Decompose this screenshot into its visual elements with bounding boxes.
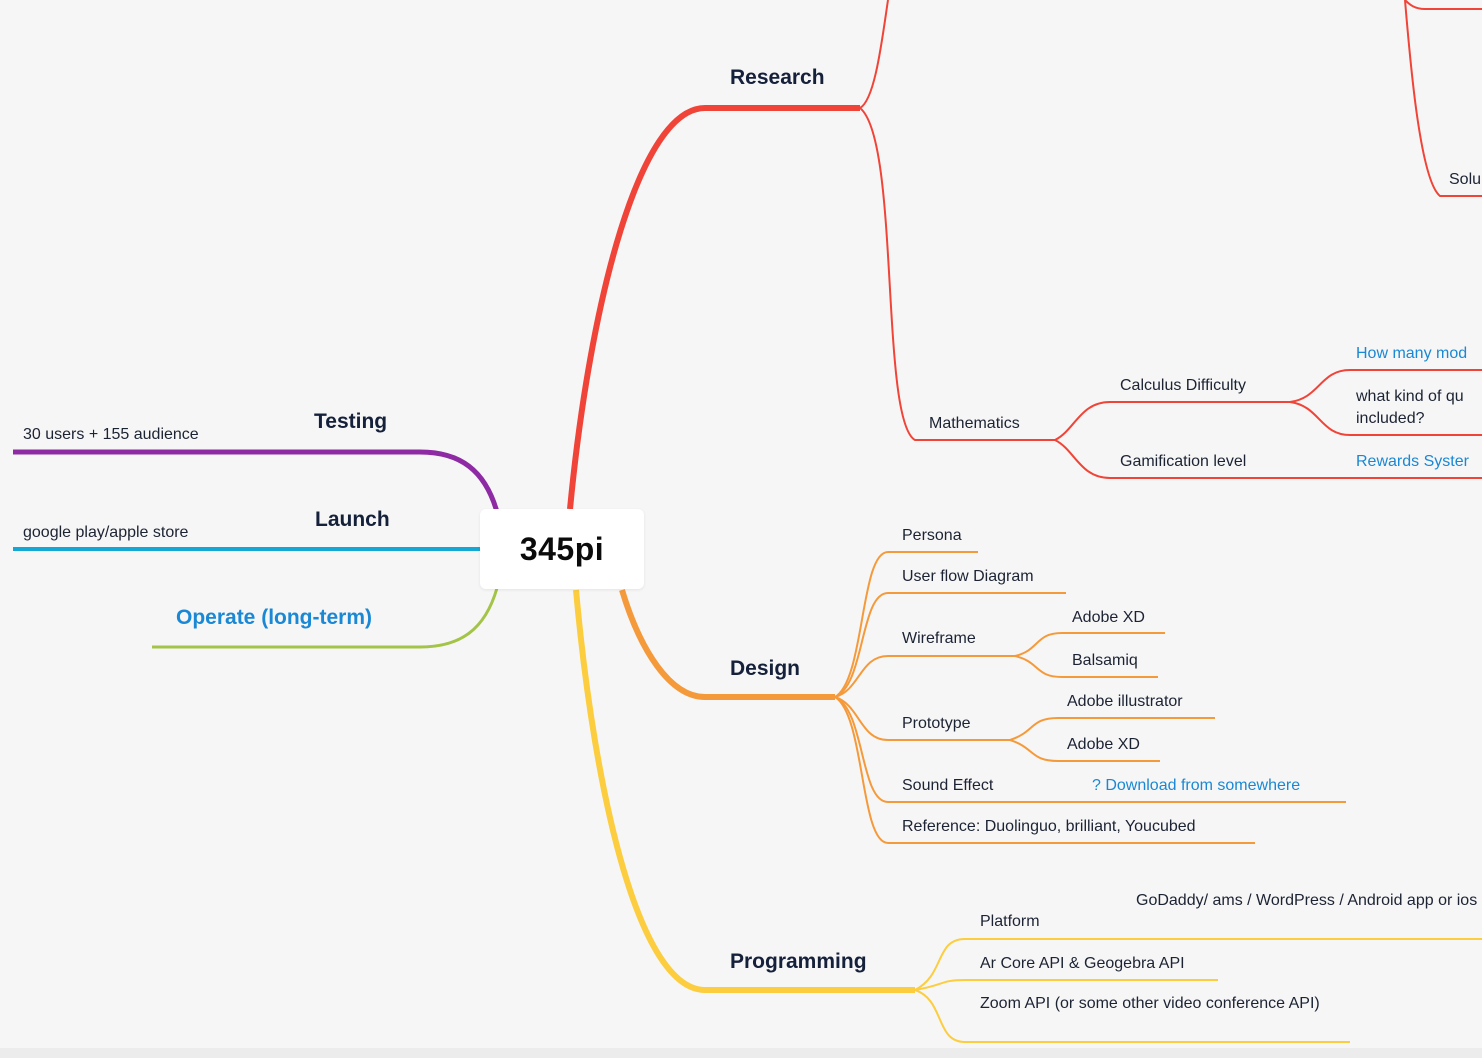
research-to-mathematics-connector [859,107,1055,441]
top-right-connector-1 [1404,0,1482,10]
design-to-wireframe-connector [834,655,1015,698]
calculus-to-q2-connector [1289,401,1482,436]
prototype-adobe-xd-topic[interactable]: Adobe XD [1067,736,1140,753]
design-to-userflow-connector [834,592,1066,698]
research-to-top-connector [859,0,889,109]
design-connectors [619,551,1346,844]
design-to-reference-connector [834,696,1255,844]
mathematics-to-calculus-connector [1054,401,1290,441]
launch-detail-topic[interactable]: google play/apple store [23,524,189,541]
programming-main-branch [573,589,915,993]
operate-topic[interactable]: Operate (long-term) [176,606,373,629]
calculus-difficulty-topic[interactable]: Calculus Difficulty [1120,377,1246,394]
prototype-to-adobexd-connector [1009,739,1160,762]
design-topic[interactable]: Design [730,657,801,680]
wireframe-to-balsamiq-connector [1014,655,1158,678]
root-topic[interactable]: 345pi [480,509,644,589]
bottom-edge-bar [0,1048,1482,1058]
testing-connector [13,449,500,513]
ar-core-api-topic[interactable]: Ar Core API & Geogebra API [980,955,1185,972]
programming-to-zoom-connector [914,989,1350,1043]
adobe-illustrator-topic[interactable]: Adobe illustrator [1067,693,1183,710]
testing-detail-topic[interactable]: 30 users + 155 audience [23,426,199,443]
prototype-to-illustrator-connector [1009,717,1215,741]
mathematics-to-gamification-connector [1054,439,1482,479]
partial-solution-topic[interactable]: Solu [1449,171,1482,188]
launch-topic[interactable]: Launch [315,508,390,531]
prototype-topic[interactable]: Prototype [902,715,971,732]
programming-connectors [573,589,1482,1043]
zoom-api-topic[interactable]: Zoom API (or some other video conference… [980,995,1320,1012]
reference-topic[interactable]: Reference: Duolinguo, brilliant, Youcube… [902,818,1196,835]
research-connectors [567,0,1482,510]
testing-topic[interactable]: Testing [314,410,388,433]
design-to-persona-connector [834,551,978,698]
balsamiq-topic[interactable]: Balsamiq [1072,652,1138,669]
design-to-prototype-connector [834,696,1010,741]
gamification-level-topic[interactable]: Gamification level [1120,453,1247,470]
mathematics-topic[interactable]: Mathematics [929,415,1020,432]
wireframe-topic[interactable]: Wireframe [902,630,976,647]
operate-connector [152,587,499,649]
research-main-branch [567,105,860,510]
design-to-sound-connector [834,696,1346,803]
user-flow-topic[interactable]: User flow Diagram [902,568,1034,585]
top-right-connector-2 [1404,0,1482,197]
programming-to-platform-connector [914,938,1482,991]
research-topic[interactable]: Research [730,66,825,89]
platform-options-topic[interactable]: GoDaddy/ ams / WordPress / Android app o… [1136,892,1478,909]
how-many-modules-topic[interactable]: How many mod [1356,345,1468,362]
programming-to-arcore-connector [914,979,1218,991]
calculus-to-q1-connector [1289,369,1482,403]
question-kind-topic[interactable]: what kind of qu included? [1356,388,1464,427]
wireframe-adobe-xd-topic[interactable]: Adobe XD [1072,609,1145,626]
platform-topic[interactable]: Platform [980,913,1040,930]
root-topic-label: 345pi [519,530,605,567]
rewards-system-topic[interactable]: Rewards Syster [1356,453,1469,470]
wireframe-to-adobexd-connector [1014,632,1165,657]
persona-topic[interactable]: Persona [902,527,962,544]
programming-topic[interactable]: Programming [730,950,867,973]
sound-effect-topic[interactable]: Sound Effect [902,777,994,794]
design-main-branch [619,589,835,700]
download-sound-topic[interactable]: ? Download from somewhere [1092,777,1301,794]
